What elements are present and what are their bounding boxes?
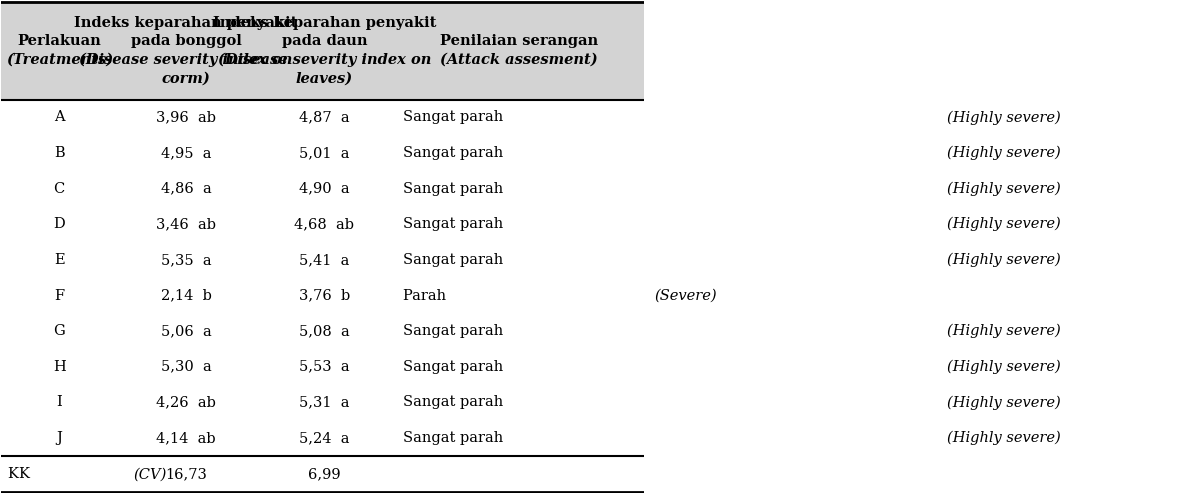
Text: 4,86  a: 4,86 a <box>160 182 212 196</box>
Text: 3,46  ab: 3,46 ab <box>157 217 216 231</box>
Text: (Treatments): (Treatments) <box>6 53 112 67</box>
FancyBboxPatch shape <box>1 1 643 100</box>
Text: Penilaian serangan: Penilaian serangan <box>440 34 598 48</box>
Text: (Attack assesment): (Attack assesment) <box>440 53 598 67</box>
Text: 5,01  a: 5,01 a <box>299 146 349 160</box>
Text: 5,53  a: 5,53 a <box>299 360 349 374</box>
Text: 16,73: 16,73 <box>165 467 207 481</box>
Text: corm): corm) <box>161 72 210 85</box>
Text: 4,87  a: 4,87 a <box>299 111 349 124</box>
Text: 2,14  b: 2,14 b <box>160 288 212 302</box>
Text: Sangat parah: Sangat parah <box>403 395 508 410</box>
Text: Sangat parah: Sangat parah <box>403 253 508 267</box>
Text: 5,24  a: 5,24 a <box>299 431 349 445</box>
Text: (CV): (CV) <box>133 467 166 481</box>
Text: (Severe): (Severe) <box>654 288 716 302</box>
Text: Sangat parah: Sangat parah <box>403 431 508 445</box>
Text: (Highly severe): (Highly severe) <box>947 431 1061 445</box>
Text: J: J <box>56 431 62 445</box>
Text: 5,35  a: 5,35 a <box>160 253 212 267</box>
Text: leaves): leaves) <box>295 72 353 85</box>
Text: (Highly severe): (Highly severe) <box>947 395 1061 410</box>
Text: Sangat parah: Sangat parah <box>403 360 508 374</box>
Text: I: I <box>56 395 62 410</box>
Text: Sangat parah: Sangat parah <box>403 217 508 231</box>
Text: (Disease severity index on: (Disease severity index on <box>218 53 431 67</box>
Text: (Highly severe): (Highly severe) <box>947 360 1061 374</box>
Text: 5,08  a: 5,08 a <box>299 324 349 338</box>
Text: H: H <box>53 360 66 374</box>
Text: 3,96  ab: 3,96 ab <box>157 111 216 124</box>
Text: (Highly severe): (Highly severe) <box>947 181 1061 196</box>
Text: F: F <box>54 288 65 302</box>
Text: 4,95  a: 4,95 a <box>161 146 212 160</box>
Text: pada daun: pada daun <box>281 34 367 48</box>
Text: A: A <box>54 111 65 124</box>
Text: Sangat parah: Sangat parah <box>403 182 508 196</box>
Text: Perlakuan: Perlakuan <box>18 34 102 48</box>
Text: (Highly severe): (Highly severe) <box>947 324 1061 338</box>
Text: Indeks keparahan penyakit: Indeks keparahan penyakit <box>74 15 298 30</box>
Text: KK: KK <box>8 467 35 481</box>
Text: (Disease severity index on: (Disease severity index on <box>79 53 293 67</box>
Text: 4,90  a: 4,90 a <box>299 182 349 196</box>
Text: 5,41  a: 5,41 a <box>299 253 349 267</box>
Text: 4,26  ab: 4,26 ab <box>157 395 216 410</box>
Text: G: G <box>54 324 65 338</box>
Text: Sangat parah: Sangat parah <box>403 146 508 160</box>
Text: E: E <box>54 253 65 267</box>
Text: (Highly severe): (Highly severe) <box>947 253 1061 267</box>
Text: D: D <box>54 217 65 231</box>
Text: pada bonggol: pada bonggol <box>130 34 242 48</box>
Text: C: C <box>54 182 65 196</box>
Text: B: B <box>54 146 65 160</box>
Text: 6,99: 6,99 <box>309 467 341 481</box>
Text: 5,06  a: 5,06 a <box>160 324 212 338</box>
Text: (Highly severe): (Highly severe) <box>947 110 1061 124</box>
Text: (Highly severe): (Highly severe) <box>947 217 1061 232</box>
Text: 3,76  b: 3,76 b <box>299 288 350 302</box>
Text: Sangat parah: Sangat parah <box>403 324 508 338</box>
Text: 4,14  ab: 4,14 ab <box>157 431 216 445</box>
Text: 5,31  a: 5,31 a <box>299 395 349 410</box>
Text: (Highly severe): (Highly severe) <box>947 146 1061 160</box>
Text: 5,30  a: 5,30 a <box>160 360 212 374</box>
Text: Indeks keparahan penyakit: Indeks keparahan penyakit <box>213 15 437 30</box>
Text: Parah: Parah <box>403 288 451 302</box>
Text: Sangat parah: Sangat parah <box>403 111 508 124</box>
Text: 4,68  ab: 4,68 ab <box>294 217 354 231</box>
